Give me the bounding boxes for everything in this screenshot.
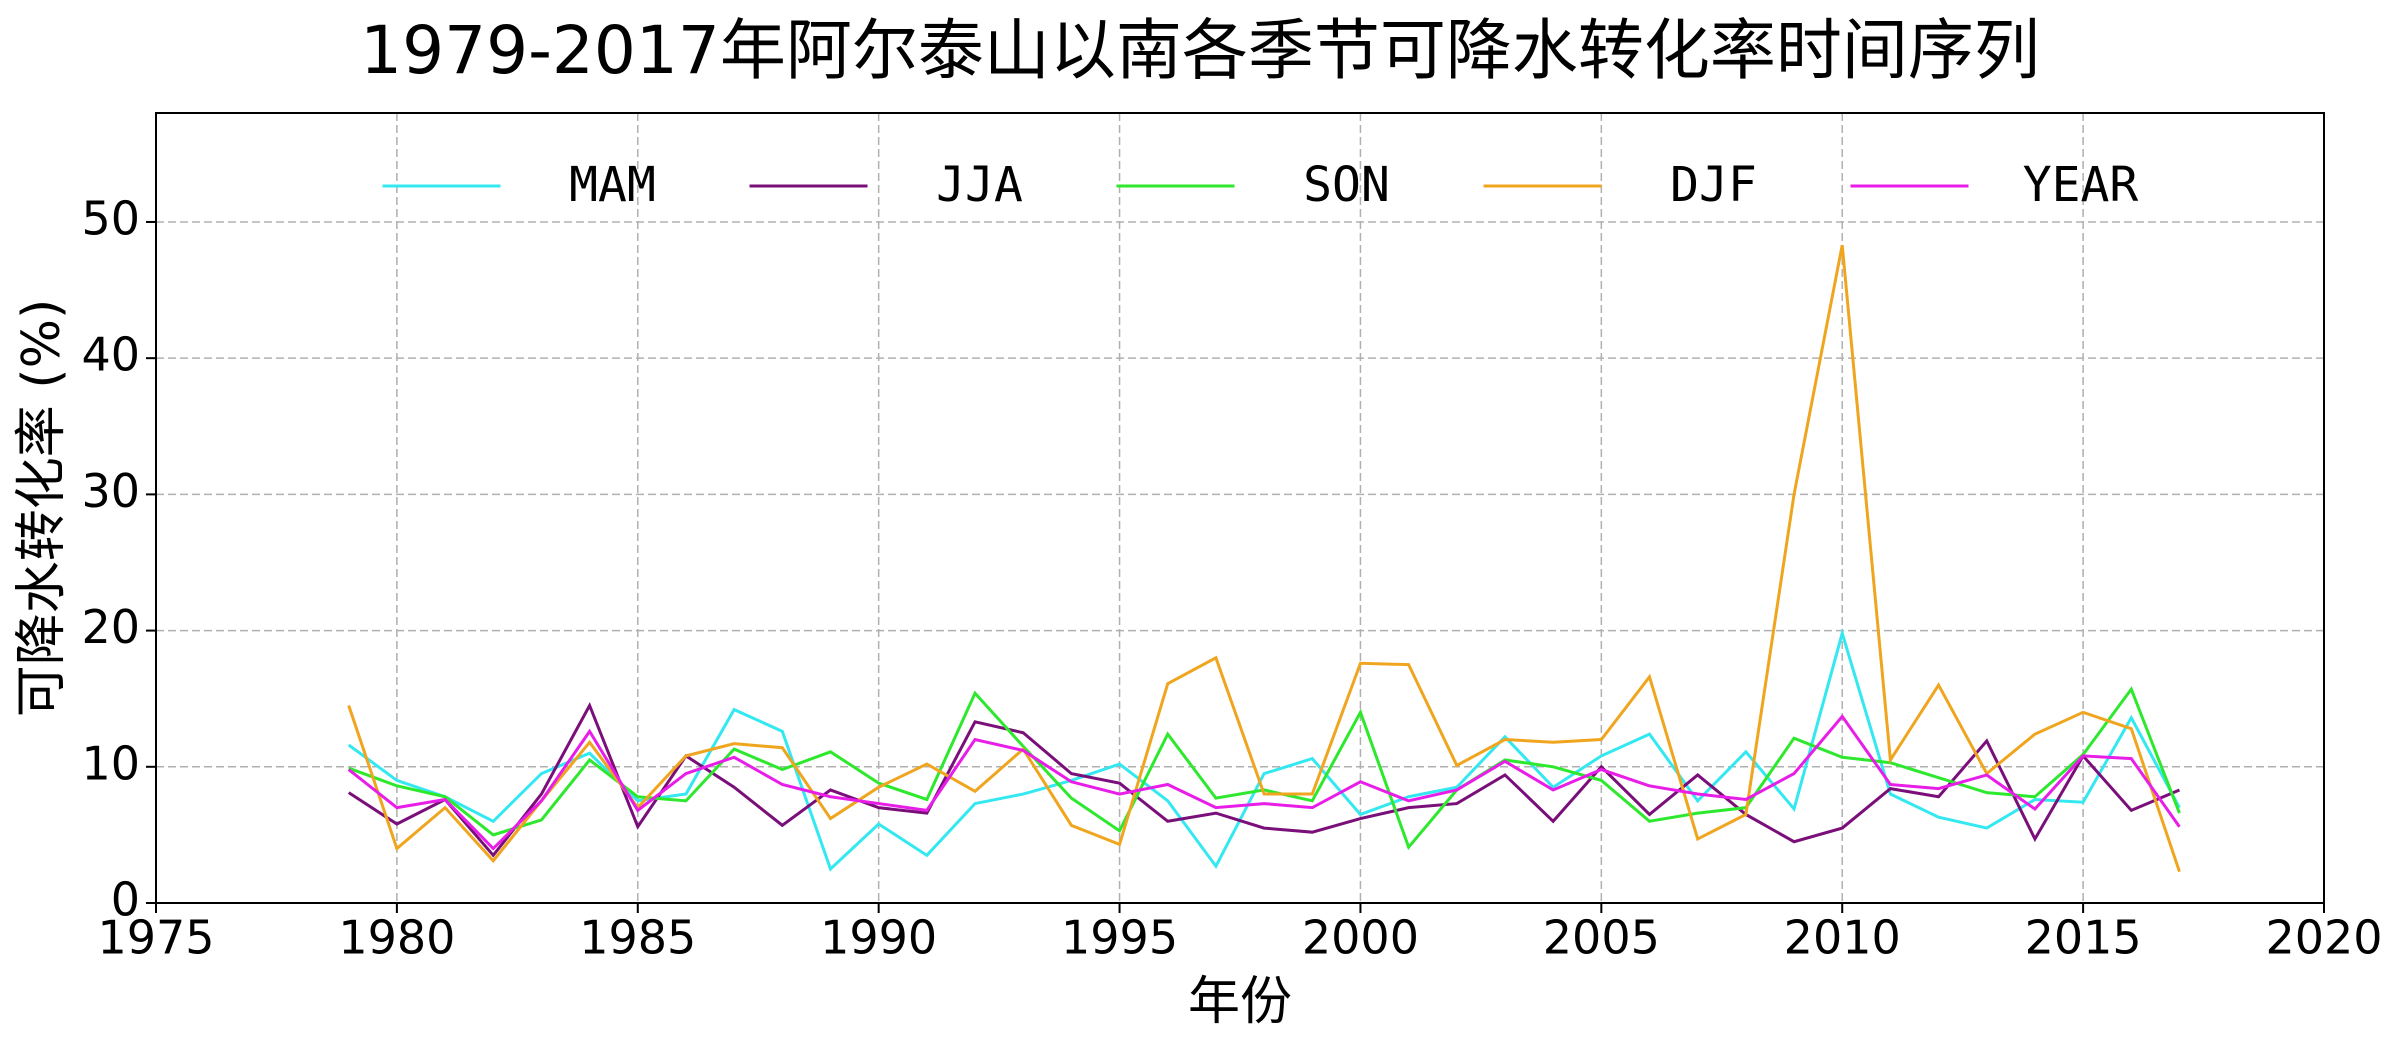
chart-title: 1979-2017年阿尔泰山以南各季节可降水转化率时间序列 — [360, 12, 2040, 89]
x-tick-label: 1985 — [579, 911, 696, 965]
plot-frame — [155, 112, 2325, 904]
legend-label: SON — [1303, 157, 1390, 213]
x-tick-label: 2000 — [1302, 911, 1419, 965]
y-tick-label: 10 — [81, 736, 140, 790]
x-tick-label: 2005 — [1543, 911, 1660, 965]
series-line — [347, 701, 2181, 858]
x-tick-label: 2010 — [1784, 911, 1901, 965]
series-line — [348, 686, 2181, 851]
x-tick-label: 2015 — [2025, 911, 2142, 965]
x-tick-label: 1990 — [820, 911, 937, 965]
y-tick-label: 20 — [81, 600, 140, 654]
y-tick-label: 30 — [81, 464, 140, 518]
series-line — [347, 627, 2181, 872]
x-axis-label: 年份 — [1188, 972, 1292, 1032]
legend-label: YEAR — [2023, 157, 2139, 213]
x-tick-label: 1980 — [338, 911, 455, 965]
series-line — [347, 713, 2181, 851]
y-tick-label: 40 — [81, 328, 140, 382]
legend-label: MAM — [569, 157, 656, 213]
legend-label: DJF — [1670, 157, 1757, 213]
x-tick-label: 2020 — [2265, 911, 2382, 965]
legend-label: JJA — [936, 157, 1023, 213]
x-tick-label: 1995 — [1061, 911, 1178, 965]
y-axis-label: 可降水转化率 (%) — [12, 299, 72, 718]
series-line — [347, 244, 2181, 873]
y-tick-label: 50 — [81, 191, 140, 245]
x-tick-label: 1975 — [97, 911, 214, 965]
y-tick-label: 0 — [111, 873, 140, 927]
